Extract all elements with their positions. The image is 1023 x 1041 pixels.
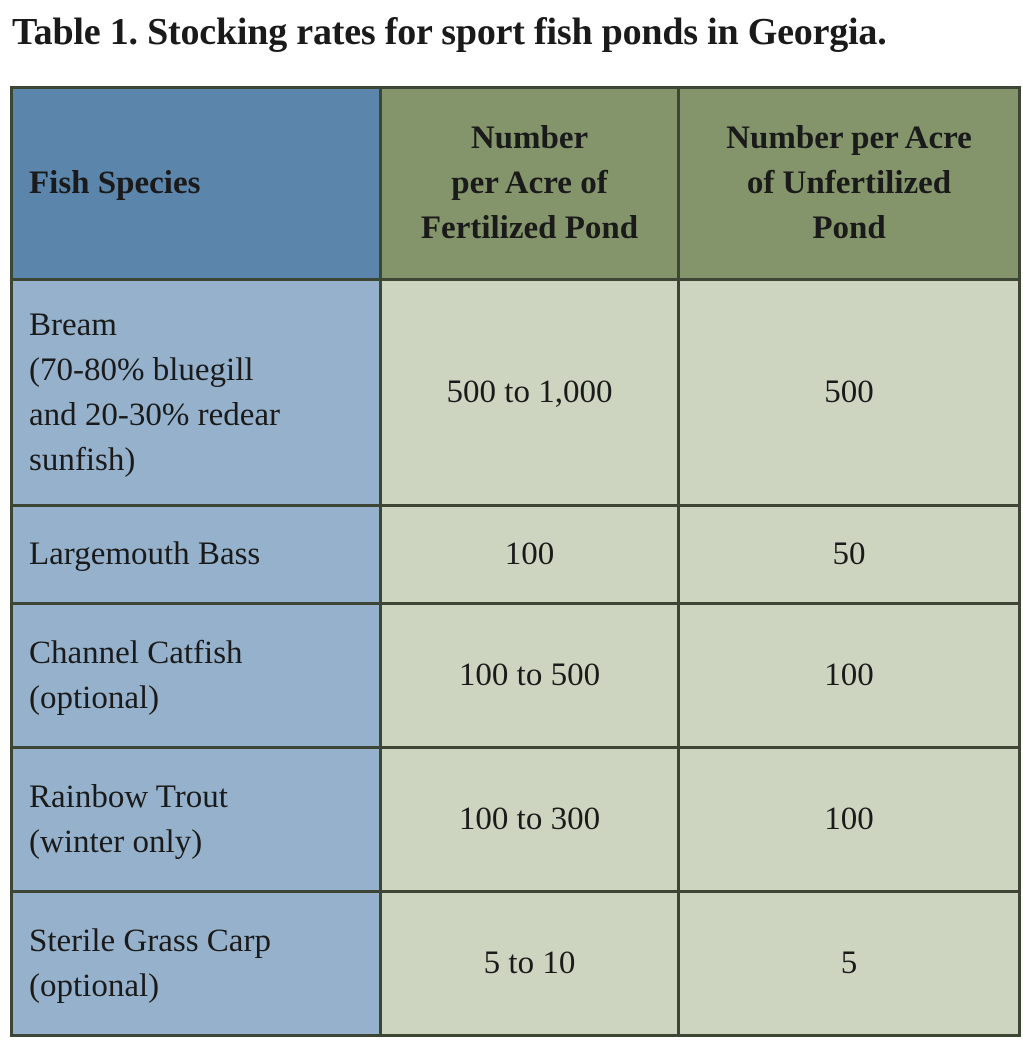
unfertilized-rate-cell: 5 xyxy=(677,890,1021,1037)
species-line: Rainbow Trout xyxy=(29,778,228,815)
table-row: Largemouth Bass 100 50 xyxy=(10,504,1021,605)
species-line: (winter only) xyxy=(29,823,203,860)
table-row: Sterile Grass Carp (optional) 5 to 10 5 xyxy=(10,890,1021,1037)
species-cell: Sterile Grass Carp (optional) xyxy=(10,890,382,1037)
stocking-rates-table: Fish Species Number per Acre of Fertiliz… xyxy=(10,86,1021,1037)
species-cell: Channel Catfish (optional) xyxy=(10,602,382,749)
header-fertilized-pond: Number per Acre of Fertilized Pond xyxy=(379,86,680,281)
unfertilized-rate-cell: 100 xyxy=(677,602,1021,749)
fertilized-rate-cell: 5 to 10 xyxy=(379,890,680,1037)
species-line: Largemouth Bass xyxy=(29,536,261,572)
header-unfertilized-line: Pond xyxy=(812,210,886,246)
species-line: Bream xyxy=(29,306,117,343)
species-line: sunfish) xyxy=(29,441,136,478)
fertilized-rate-cell: 100 to 300 xyxy=(379,746,680,893)
species-line: (70-80% bluegill xyxy=(29,351,254,388)
header-fertilized-line: Fertilized Pond xyxy=(420,210,639,246)
header-fish-species: Fish Species xyxy=(10,86,382,281)
fertilized-rate-cell: 100 to 500 xyxy=(379,602,680,749)
fertilized-rate-cell: 500 to 1,000 xyxy=(379,278,680,507)
table-row: Bream (70-80% bluegill and 20-30% redear… xyxy=(10,278,1021,507)
header-unfertilized-pond: Number per Acre of Unfertilized Pond xyxy=(677,86,1021,281)
header-unfertilized-line: of Unfertilized xyxy=(746,165,952,201)
species-line: and 20-30% redear xyxy=(29,396,281,433)
species-line: Sterile Grass Carp xyxy=(29,922,271,959)
unfertilized-rate-cell: 50 xyxy=(677,504,1021,605)
species-line: (optional) xyxy=(29,967,160,1004)
header-fertilized-line: per Acre of xyxy=(451,165,608,201)
header-row: Fish Species Number per Acre of Fertiliz… xyxy=(10,86,1021,281)
species-cell: Rainbow Trout (winter only) xyxy=(10,746,382,893)
species-cell: Bream (70-80% bluegill and 20-30% redear… xyxy=(10,278,382,507)
fertilized-rate-cell: 100 xyxy=(379,504,680,605)
header-fertilized-line: Number xyxy=(470,120,589,156)
species-cell: Largemouth Bass xyxy=(10,504,382,605)
unfertilized-rate-cell: 500 xyxy=(677,278,1021,507)
table-row: Rainbow Trout (winter only) 100 to 300 1… xyxy=(10,746,1021,893)
table-caption: Table 1. Stocking rates for sport fish p… xyxy=(12,11,887,53)
species-line: Channel Catfish xyxy=(29,634,243,671)
header-unfertilized-line: Number per Acre xyxy=(726,120,972,156)
table-row: Channel Catfish (optional) 100 to 500 10… xyxy=(10,602,1021,749)
species-line: (optional) xyxy=(29,679,160,716)
unfertilized-rate-cell: 100 xyxy=(677,746,1021,893)
